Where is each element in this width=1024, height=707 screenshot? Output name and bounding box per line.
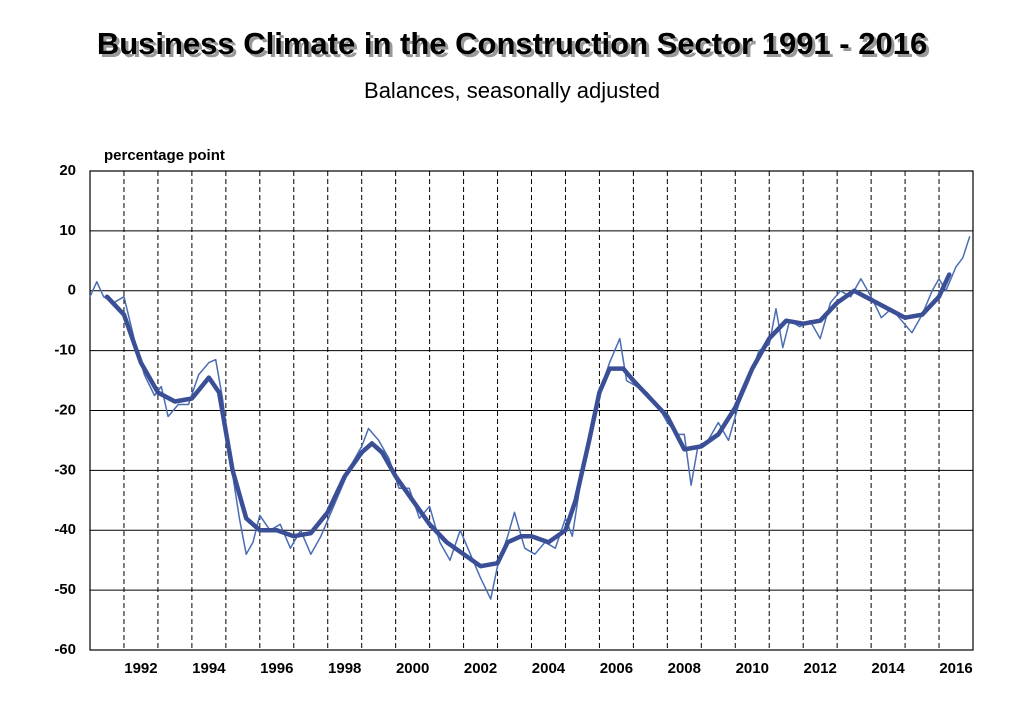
x-tick-label: 1994 [192,660,226,677]
title-shadow: Business Climate in the Construction Sec… [100,29,930,64]
y-tick-label: -40 [54,521,76,538]
plot-frame [89,170,974,651]
chart-subtitle: Balances, seasonally adjusted [364,78,660,103]
x-tick-label: 2008 [668,660,701,677]
x-tick-label: 2006 [600,660,633,677]
y-tick-label: -60 [54,641,76,658]
x-tick-label: 1996 [260,660,293,677]
x-tick-label: 2004 [532,660,566,677]
y-tick-label: -50 [54,581,76,598]
x-tick-label: 2010 [736,660,769,677]
data-line [104,272,952,569]
y-tick-label: -20 [54,401,76,418]
x-tick-label: 2014 [871,660,905,677]
y-tick-label: 10 [59,222,76,239]
y-tick-label: 0 [68,282,76,299]
x-tick-label: 1992 [124,660,157,677]
y-axis-label: percentage point [104,147,225,164]
x-tick-label: 2016 [939,660,972,677]
y-tick-label: 20 [59,162,76,179]
x-tick-label: 2000 [396,660,429,677]
chart-title: Business Climate in the Construction Sec… [97,26,927,61]
x-tick-label: 2012 [803,660,836,677]
x-tick-label: 1998 [328,660,361,677]
x-tick-label: 2002 [464,660,497,677]
y-tick-label: -30 [54,461,76,478]
y-tick-label: -10 [54,342,76,359]
